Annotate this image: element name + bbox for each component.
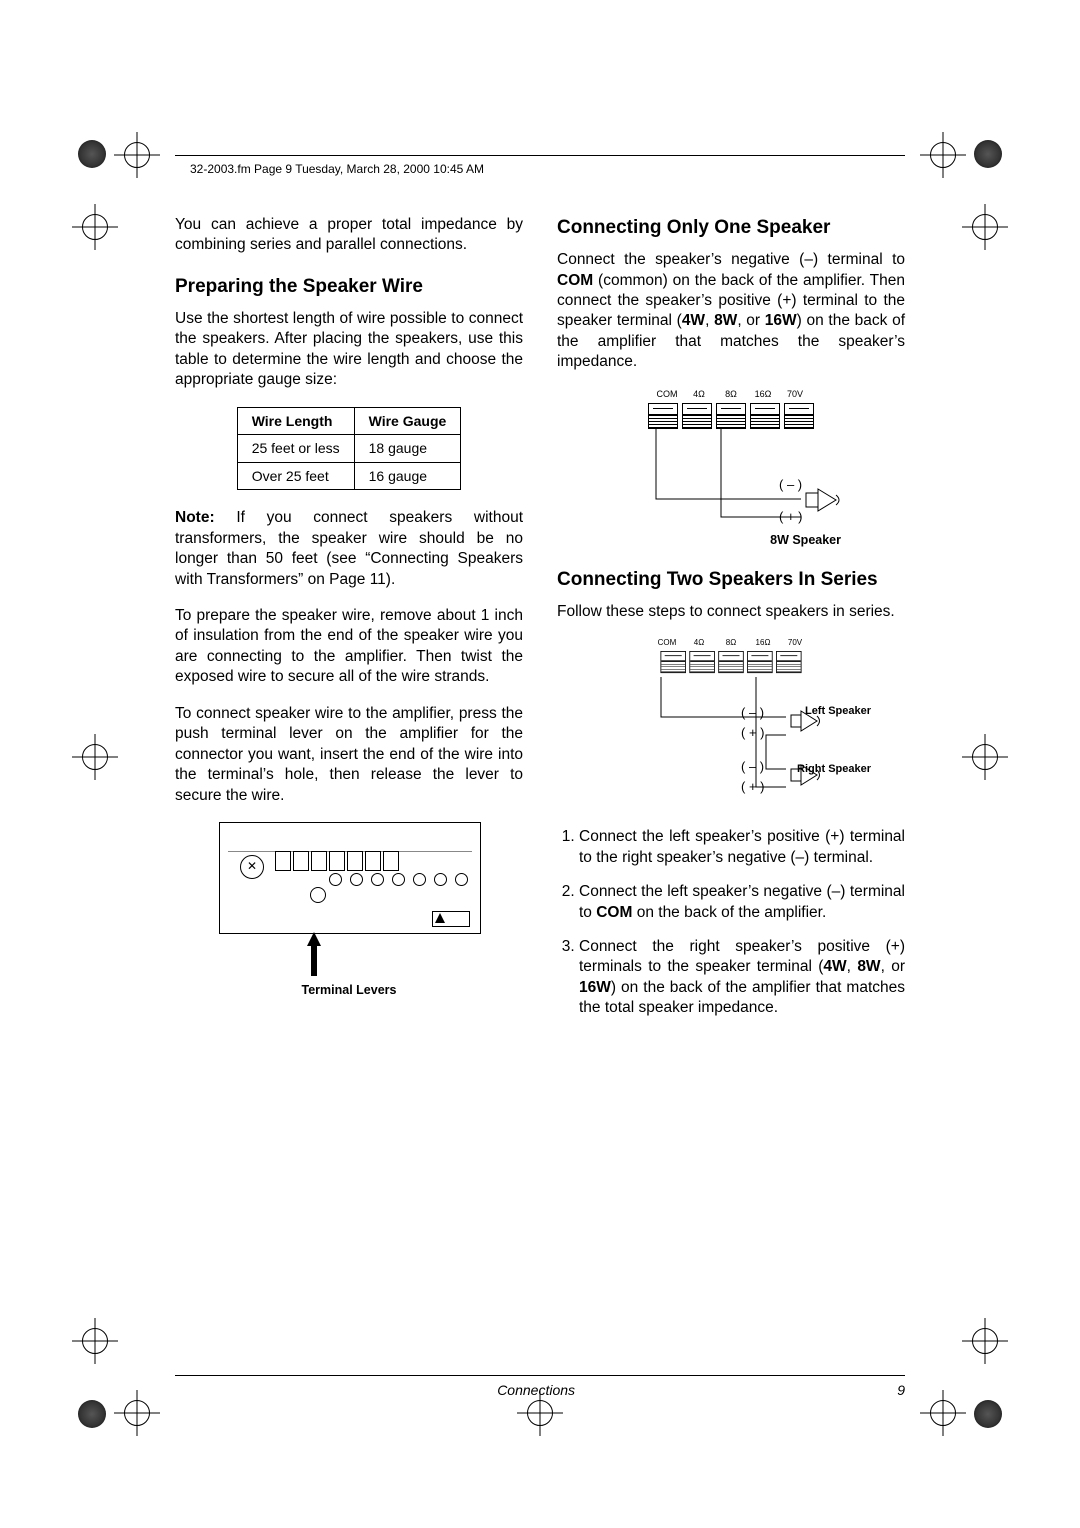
figure-caption: 8W Speaker: [601, 532, 861, 549]
bold-4w: 4W: [682, 312, 705, 329]
label-16ohm: 16Ω: [749, 389, 777, 401]
registration-mark: [523, 1396, 557, 1430]
left-column: You can achieve a proper total impedance…: [175, 215, 523, 1033]
registration-mark: [926, 1396, 960, 1430]
svg-text:( + ): ( + ): [741, 725, 764, 740]
label-com: COM: [653, 389, 681, 401]
list-item: Connect the left speaker’s negative (–) …: [579, 882, 905, 923]
registration-mark: [78, 1324, 112, 1358]
text-run: , or: [881, 958, 905, 975]
series-steps-list: Connect the left speaker’s positive (+) …: [557, 827, 905, 1019]
table-cell: 25 feet or less: [237, 435, 354, 462]
registration-mark: [78, 210, 112, 244]
crop-mark: [78, 140, 106, 168]
crop-mark: [974, 1400, 1002, 1428]
right-column: Connecting Only One Speaker Connect the …: [557, 215, 905, 1033]
page-number: 9: [897, 1382, 905, 1398]
bold-16w: 16W: [579, 979, 611, 996]
table-cell: 16 gauge: [354, 462, 461, 489]
body-text: You can achieve a proper total impedance…: [175, 215, 523, 256]
crop-mark: [78, 1400, 106, 1428]
table-header: Wire Length: [237, 407, 354, 434]
terminal-labels: COM 4Ω 8Ω 16Ω 70V: [591, 638, 871, 649]
svg-text:( – ): ( – ): [741, 705, 764, 720]
wire-gauge-table: Wire Length Wire Gauge 25 feet or less 1…: [237, 407, 462, 490]
bold-8w: 8W: [714, 312, 737, 329]
table-cell: 18 gauge: [354, 435, 461, 462]
registration-mark: [120, 1396, 154, 1430]
body-text: Connect the speaker’s negative (–) termi…: [557, 250, 905, 373]
heading-preparing: Preparing the Speaker Wire: [175, 274, 523, 299]
heading-series: Connecting Two Speakers In Series: [557, 567, 905, 592]
crop-mark: [974, 140, 1002, 168]
running-head: 32-2003.fm Page 9 Tuesday, March 28, 200…: [190, 162, 484, 176]
plus-sign: ( + ): [779, 509, 802, 524]
label-70v: 70V: [781, 389, 809, 401]
text-run: , or: [737, 312, 764, 329]
registration-mark: [926, 138, 960, 172]
label-right-speaker: Right Speaker: [797, 762, 871, 777]
registration-mark: [968, 740, 1002, 774]
label-com: COM: [653, 638, 681, 649]
text-run: ) on the back of the amplifier that matc…: [579, 979, 905, 1016]
wiring-diagram-icon: ( – ) ( + ): [601, 429, 861, 524]
registration-mark: [78, 740, 112, 774]
terminal-labels: COM 4Ω 8Ω 16Ω 70V: [601, 389, 861, 401]
arrow-up-icon: [307, 932, 321, 946]
svg-text:( + ): ( + ): [741, 779, 764, 794]
minus-sign: ( – ): [779, 477, 802, 492]
table-row: Over 25 feet 16 gauge: [237, 462, 461, 489]
text-run: ,: [705, 312, 714, 329]
label-70v: 70V: [781, 638, 809, 649]
figure-one-speaker: COM 4Ω 8Ω 16Ω 70V: [601, 389, 861, 549]
body-text: To prepare the speaker wire, remove abou…: [175, 606, 523, 688]
table-row: Wire Length Wire Gauge: [237, 407, 461, 434]
registration-mark: [120, 138, 154, 172]
body-text: Use the shortest length of wire possible…: [175, 309, 523, 391]
label-16ohm: 16Ω: [749, 638, 777, 649]
table-row: 25 feet or less 18 gauge: [237, 435, 461, 462]
svg-text:( – ): ( – ): [741, 759, 764, 774]
label-4ohm: 4Ω: [685, 389, 713, 401]
note-body: If you connect speakers without transfor…: [175, 509, 523, 587]
body-text: To connect speaker wire to the amplifier…: [175, 704, 523, 806]
bold-16w: 16W: [765, 312, 797, 329]
label-4ohm: 4Ω: [685, 638, 713, 649]
terminal-strip-icon: [601, 403, 861, 429]
bold-8w: 8W: [857, 958, 880, 975]
heading-one-speaker: Connecting Only One Speaker: [557, 215, 905, 240]
table-header: Wire Gauge: [354, 407, 461, 434]
table-cell: Over 25 feet: [237, 462, 354, 489]
list-item: Connect the right speaker’s positive (+)…: [579, 937, 905, 1019]
label-8ohm: 8Ω: [717, 389, 745, 401]
page-footer: 9 Connections: [175, 1375, 905, 1398]
terminal-strip-icon: [612, 651, 850, 673]
text-run: ,: [847, 958, 858, 975]
body-text: Follow these steps to connect speakers i…: [557, 602, 905, 622]
label-8ohm: 8Ω: [717, 638, 745, 649]
manual-page: 32-2003.fm Page 9 Tuesday, March 28, 200…: [0, 0, 1080, 1528]
registration-mark: [968, 210, 1002, 244]
arrow-stem: [311, 946, 317, 976]
note-text: Note: If you connect speakers without tr…: [175, 508, 523, 590]
text-run: on the back of the amplifier.: [632, 904, 826, 921]
amp-rear-panel-icon: [219, 822, 481, 934]
figure-caption: Terminal Levers: [219, 982, 479, 999]
registration-mark: [968, 1324, 1002, 1358]
text-run: Connect the speaker’s negative (–) termi…: [557, 251, 905, 268]
bold-com: COM: [557, 272, 593, 289]
list-item: Connect the left speaker’s positive (+) …: [579, 827, 905, 868]
two-column-layout: You can achieve a proper total impedance…: [175, 215, 905, 1033]
label-left-speaker: Left Speaker: [805, 704, 871, 719]
bold-4w: 4W: [823, 958, 846, 975]
figure-terminal-levers: Terminal Levers: [219, 822, 479, 999]
bold-com: COM: [596, 904, 632, 921]
section-name: Connections: [175, 1382, 905, 1398]
figure-series-speakers: COM 4Ω 8Ω 16Ω 70V: [591, 638, 871, 813]
wiring-diagram-icon: ( – ) ( + ) ( – ) ( + ): [591, 677, 871, 807]
header-rule: [175, 155, 905, 156]
